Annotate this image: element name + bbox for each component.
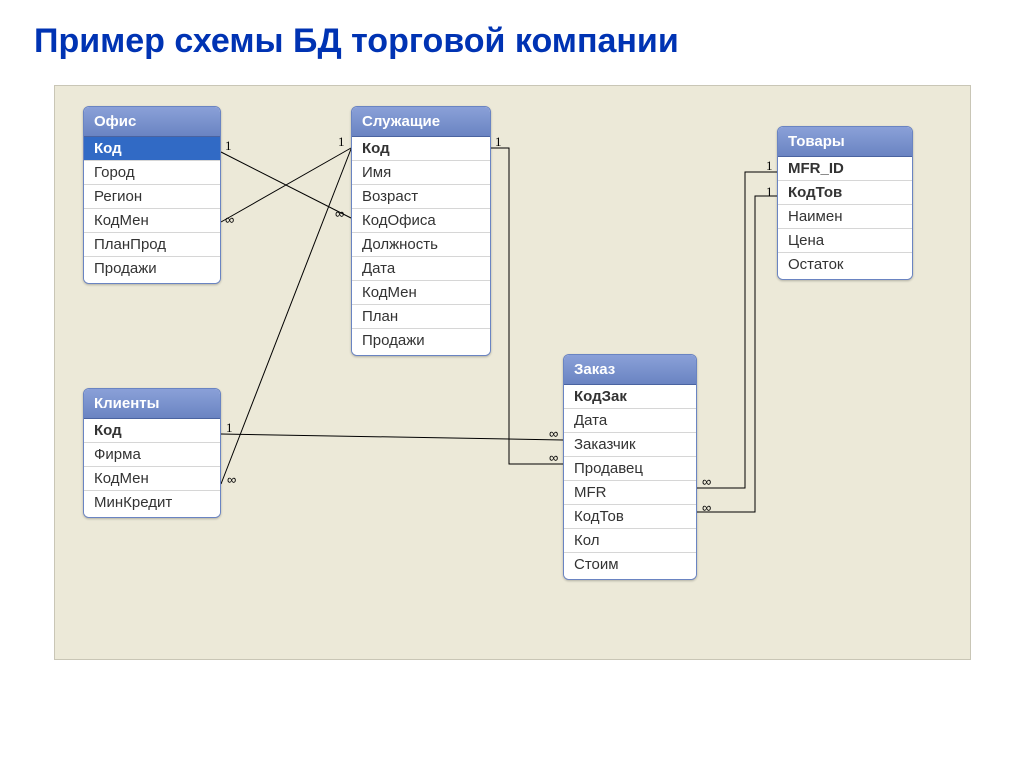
table-field[interactable]: Продажи [352,329,490,355]
table-field[interactable]: План [352,305,490,329]
cardinality-label: 1 [338,134,345,150]
cardinality-label: ∞ [549,450,558,465]
table-field[interactable]: MFR [564,481,696,505]
table-field[interactable]: МинКредит [84,491,220,517]
table-field[interactable]: Продавец [564,457,696,481]
relationship-line [491,148,563,464]
table-header[interactable]: Служащие [352,107,490,137]
relationship-line [697,196,777,512]
table-field[interactable]: Цена [778,229,912,253]
table-field[interactable]: КодОфиса [352,209,490,233]
table-field[interactable]: Наимен [778,205,912,229]
table-clients[interactable]: КлиентыКодФирмаКодМенМинКредит [83,388,221,518]
cardinality-label: ∞ [225,212,234,227]
table-field[interactable]: Имя [352,161,490,185]
table-field[interactable]: Дата [352,257,490,281]
table-field[interactable]: Город [84,161,220,185]
table-office[interactable]: ОфисКодГородРегионКодМенПланПродПродажи [83,106,221,284]
relationship-line [221,149,351,484]
table-field[interactable]: Фирма [84,443,220,467]
table-goods[interactable]: ТоварыMFR_IDКодТовНаименЦенаОстаток [777,126,913,280]
table-field[interactable]: Регион [84,185,220,209]
table-field[interactable]: Код [84,137,220,161]
cardinality-label: ∞ [549,426,558,441]
cardinality-label: 1 [766,184,773,200]
relationship-line [221,434,563,440]
table-field[interactable]: Дата [564,409,696,433]
table-staff[interactable]: СлужащиеКодИмяВозрастКодОфисаДолжностьДа… [351,106,491,356]
table-field[interactable]: КодЗак [564,385,696,409]
relationship-line [221,152,351,218]
table-field[interactable]: КодМен [84,209,220,233]
table-header[interactable]: Товары [778,127,912,157]
page-title: Пример схемы БД торговой компании [0,0,1024,61]
table-field[interactable]: Должность [352,233,490,257]
table-field[interactable]: Код [352,137,490,161]
cardinality-label: ∞ [702,500,711,515]
table-field[interactable]: Кол [564,529,696,553]
cardinality-label: 1 [226,420,233,436]
table-field[interactable]: Возраст [352,185,490,209]
cardinality-label: ∞ [702,474,711,489]
table-field[interactable]: Заказчик [564,433,696,457]
cardinality-label: 1 [225,138,232,154]
table-field[interactable]: КодТов [778,181,912,205]
table-field[interactable]: ПланПрод [84,233,220,257]
table-field[interactable]: MFR_ID [778,157,912,181]
table-field[interactable]: Остаток [778,253,912,279]
table-field[interactable]: Продажи [84,257,220,283]
table-order[interactable]: ЗаказКодЗакДатаЗаказчикПродавецMFRКодТов… [563,354,697,580]
cardinality-label: ∞ [335,206,344,221]
schema-canvas: ОфисКодГородРегионКодМенПланПродПродажиС… [54,85,971,660]
table-header[interactable]: Клиенты [84,389,220,419]
table-header[interactable]: Заказ [564,355,696,385]
cardinality-label: 1 [495,134,502,150]
table-header[interactable]: Офис [84,107,220,137]
table-field[interactable]: КодТов [564,505,696,529]
cardinality-label: 1 [766,158,773,174]
table-field[interactable]: КодМен [84,467,220,491]
relationship-line [221,148,351,222]
relationship-line [697,172,777,488]
table-field[interactable]: КодМен [352,281,490,305]
table-field[interactable]: Код [84,419,220,443]
table-field[interactable]: Стоим [564,553,696,579]
cardinality-label: ∞ [227,472,236,487]
